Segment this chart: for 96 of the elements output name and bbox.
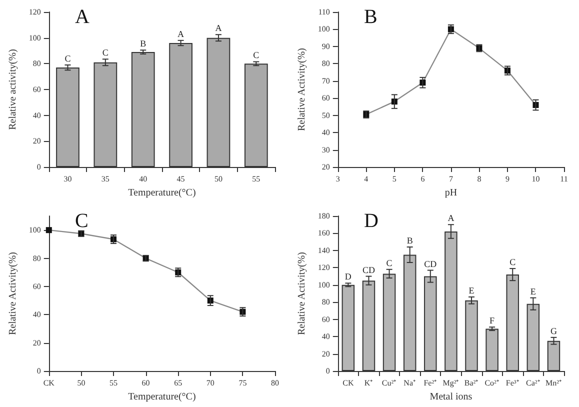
x-tick-label: 5 bbox=[392, 174, 396, 184]
x-tick-label: 35 bbox=[101, 174, 110, 184]
y-tick-label: 30 bbox=[322, 145, 330, 154]
x-tick-label: 55 bbox=[110, 378, 118, 387]
y-tick-label: 110 bbox=[318, 8, 330, 16]
y-tick-label: 100 bbox=[28, 225, 41, 234]
x-tick-label: 70 bbox=[206, 378, 214, 387]
y-tick-label: 40 bbox=[322, 332, 330, 341]
x-tick-label: CK bbox=[342, 378, 354, 387]
data-label: C bbox=[510, 256, 516, 267]
y-tick-label: 60 bbox=[32, 85, 41, 94]
x-tick-label: 50 bbox=[77, 378, 86, 387]
x-axis-title: Temperature(°C) bbox=[128, 187, 196, 198]
y-tick-label: 90 bbox=[322, 42, 330, 51]
x-tick-label: 55 bbox=[252, 174, 260, 184]
x-tick-label: 30 bbox=[64, 174, 72, 184]
data-label: D bbox=[344, 271, 352, 282]
x-tick-label: 65 bbox=[174, 378, 182, 387]
y-tick-label: 50 bbox=[322, 110, 330, 120]
x-tick-label: 4 bbox=[364, 174, 368, 184]
data-label: F bbox=[490, 315, 495, 326]
chart-title: C bbox=[75, 210, 88, 232]
x-axis-title: Temperature(°C) bbox=[128, 390, 196, 402]
y-tick-label: 60 bbox=[322, 94, 330, 103]
x-tick-label: 75 bbox=[238, 378, 247, 387]
x-tick-label: 6 bbox=[420, 174, 425, 184]
chart-title: A bbox=[75, 6, 90, 28]
y-tick-label: 120 bbox=[318, 262, 330, 272]
y-tick-label: 20 bbox=[32, 136, 41, 146]
x-tick-label: 8 bbox=[477, 174, 482, 184]
data-label: B bbox=[406, 235, 413, 245]
y-axis-title: Relative Activity(%) bbox=[8, 251, 18, 335]
data-label: C bbox=[253, 50, 260, 60]
y-tick-label: 40 bbox=[32, 110, 41, 120]
y-axis-title: Relative activity(%) bbox=[8, 49, 18, 130]
x-tick-label: 50 bbox=[214, 174, 222, 184]
y-tick-label: 100 bbox=[318, 280, 330, 289]
data-label: C bbox=[386, 257, 392, 268]
x-tick-label: Na⁺ bbox=[404, 378, 416, 387]
x-tick-label: Fe²⁺ bbox=[424, 378, 438, 387]
x-tick-label: Ca²⁺ bbox=[526, 378, 540, 387]
x-tick-label: Mn²⁺ bbox=[545, 378, 562, 387]
y-axis-title: Relative Activity(%) bbox=[296, 251, 308, 335]
y-tick-label: 0 bbox=[326, 366, 330, 375]
data-label: A bbox=[448, 212, 455, 223]
y-tick-label: 20 bbox=[32, 338, 41, 347]
x-tick-label: 10 bbox=[532, 174, 540, 184]
y-tick-label: 60 bbox=[32, 281, 41, 290]
y-tick-label: 80 bbox=[32, 59, 41, 68]
x-tick-label: 40 bbox=[139, 174, 148, 184]
y-tick-label: 120 bbox=[28, 8, 41, 16]
x-tick-label: Ba²⁺ bbox=[464, 378, 479, 387]
y-tick-label: 80 bbox=[322, 297, 330, 306]
x-tick-label: Mg²⁺ bbox=[442, 378, 460, 387]
x-tick-label: 11 bbox=[560, 174, 568, 184]
y-tick-label: 100 bbox=[318, 24, 330, 34]
data-label: E bbox=[468, 284, 475, 295]
y-tick-label: 40 bbox=[32, 310, 41, 319]
data-label: C bbox=[102, 48, 108, 58]
y-tick-label: 160 bbox=[318, 228, 330, 238]
y-tick-label: 80 bbox=[32, 253, 41, 262]
y-tick-label: 80 bbox=[322, 59, 330, 68]
x-axis-title: Metal ions bbox=[430, 390, 472, 402]
data-label: E bbox=[530, 286, 536, 296]
y-tick-label: 180 bbox=[318, 211, 330, 220]
x-tick-label: K⁺ bbox=[364, 378, 374, 387]
x-tick-label: 80 bbox=[271, 378, 279, 387]
y-tick-label: 60 bbox=[322, 314, 330, 324]
x-tick-label: Co²⁺ bbox=[484, 378, 500, 387]
y-tick-label: 70 bbox=[322, 76, 330, 86]
x-tick-label: 45 bbox=[176, 174, 185, 184]
x-tick-label: 7 bbox=[448, 174, 453, 184]
data-label: CD bbox=[424, 258, 438, 268]
x-tick-label: 3 bbox=[336, 174, 340, 184]
x-tick-label: Cu²⁺ bbox=[382, 378, 397, 387]
y-tick-label: 140 bbox=[318, 245, 330, 254]
data-label: A bbox=[178, 28, 185, 39]
x-tick-label: 60 bbox=[142, 378, 150, 387]
y-tick-label: 20 bbox=[322, 162, 330, 172]
y-tick-label: 100 bbox=[28, 33, 41, 42]
data-label: G bbox=[550, 325, 558, 336]
data-label: CD bbox=[362, 264, 376, 274]
x-axis-title: pH bbox=[444, 187, 458, 198]
chart-title: B bbox=[364, 6, 378, 28]
x-tick-label: Fe³⁺ bbox=[506, 378, 520, 387]
y-tick-label: 20 bbox=[322, 348, 330, 358]
data-label: A bbox=[215, 23, 222, 34]
y-tick-label: 0 bbox=[36, 366, 41, 375]
chart-title: D bbox=[364, 210, 378, 232]
x-tick-label: 9 bbox=[505, 174, 510, 184]
y-tick-label: 40 bbox=[322, 128, 330, 138]
y-axis-title: Relative Activity(%) bbox=[296, 48, 308, 132]
x-tick-label: CK bbox=[43, 378, 55, 387]
y-tick-label: 0 bbox=[36, 162, 41, 172]
data-label: B bbox=[140, 38, 146, 49]
data-label: C bbox=[64, 53, 71, 64]
